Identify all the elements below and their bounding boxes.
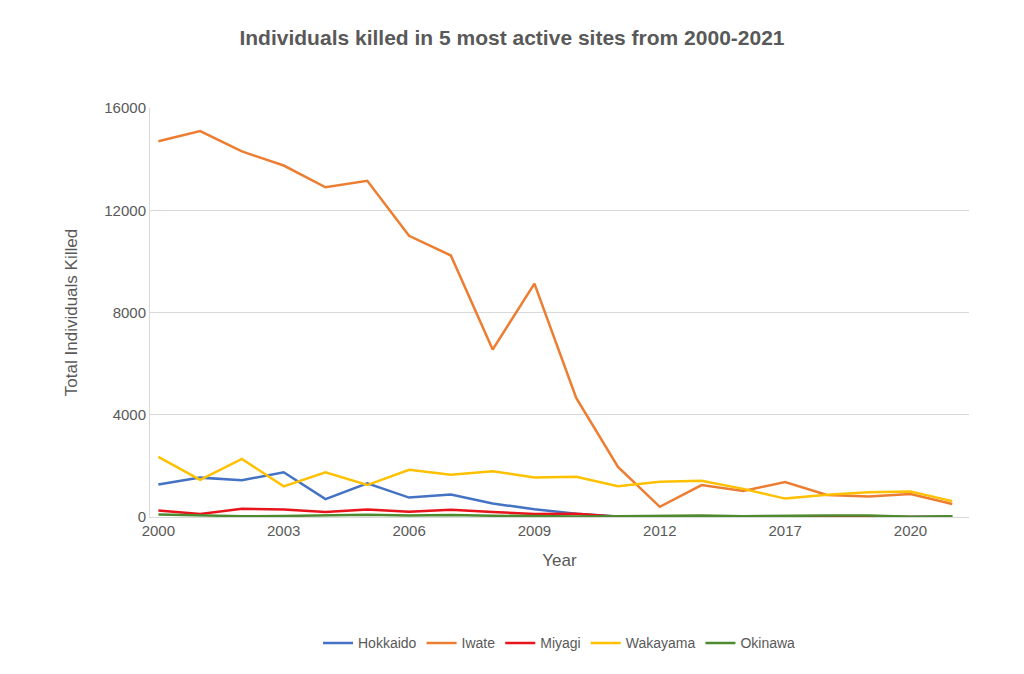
svg-text:0: 0 [138,508,146,525]
svg-text:2009: 2009 [518,522,551,539]
svg-text:Total Individuals Killed: Total Individuals Killed [62,229,81,396]
svg-text:12000: 12000 [104,202,146,219]
svg-text:2017: 2017 [768,522,801,539]
svg-text:2003: 2003 [267,522,300,539]
svg-text:Miyagi: Miyagi [540,635,580,651]
svg-text:Hokkaido: Hokkaido [358,635,417,651]
svg-text:Individuals killed in 5 most a: Individuals killed in 5 most active site… [239,26,784,49]
svg-text:Wakayama: Wakayama [626,635,696,651]
svg-text:16000: 16000 [104,99,146,116]
svg-text:2020: 2020 [894,522,927,539]
svg-text:4000: 4000 [113,406,146,423]
svg-text:Year: Year [542,551,577,570]
svg-text:2012: 2012 [643,522,676,539]
svg-text:Iwate: Iwate [462,635,496,651]
svg-text:2006: 2006 [392,522,425,539]
svg-text:Okinawa: Okinawa [740,635,795,651]
svg-text:2000: 2000 [142,522,175,539]
svg-text:8000: 8000 [113,304,146,321]
